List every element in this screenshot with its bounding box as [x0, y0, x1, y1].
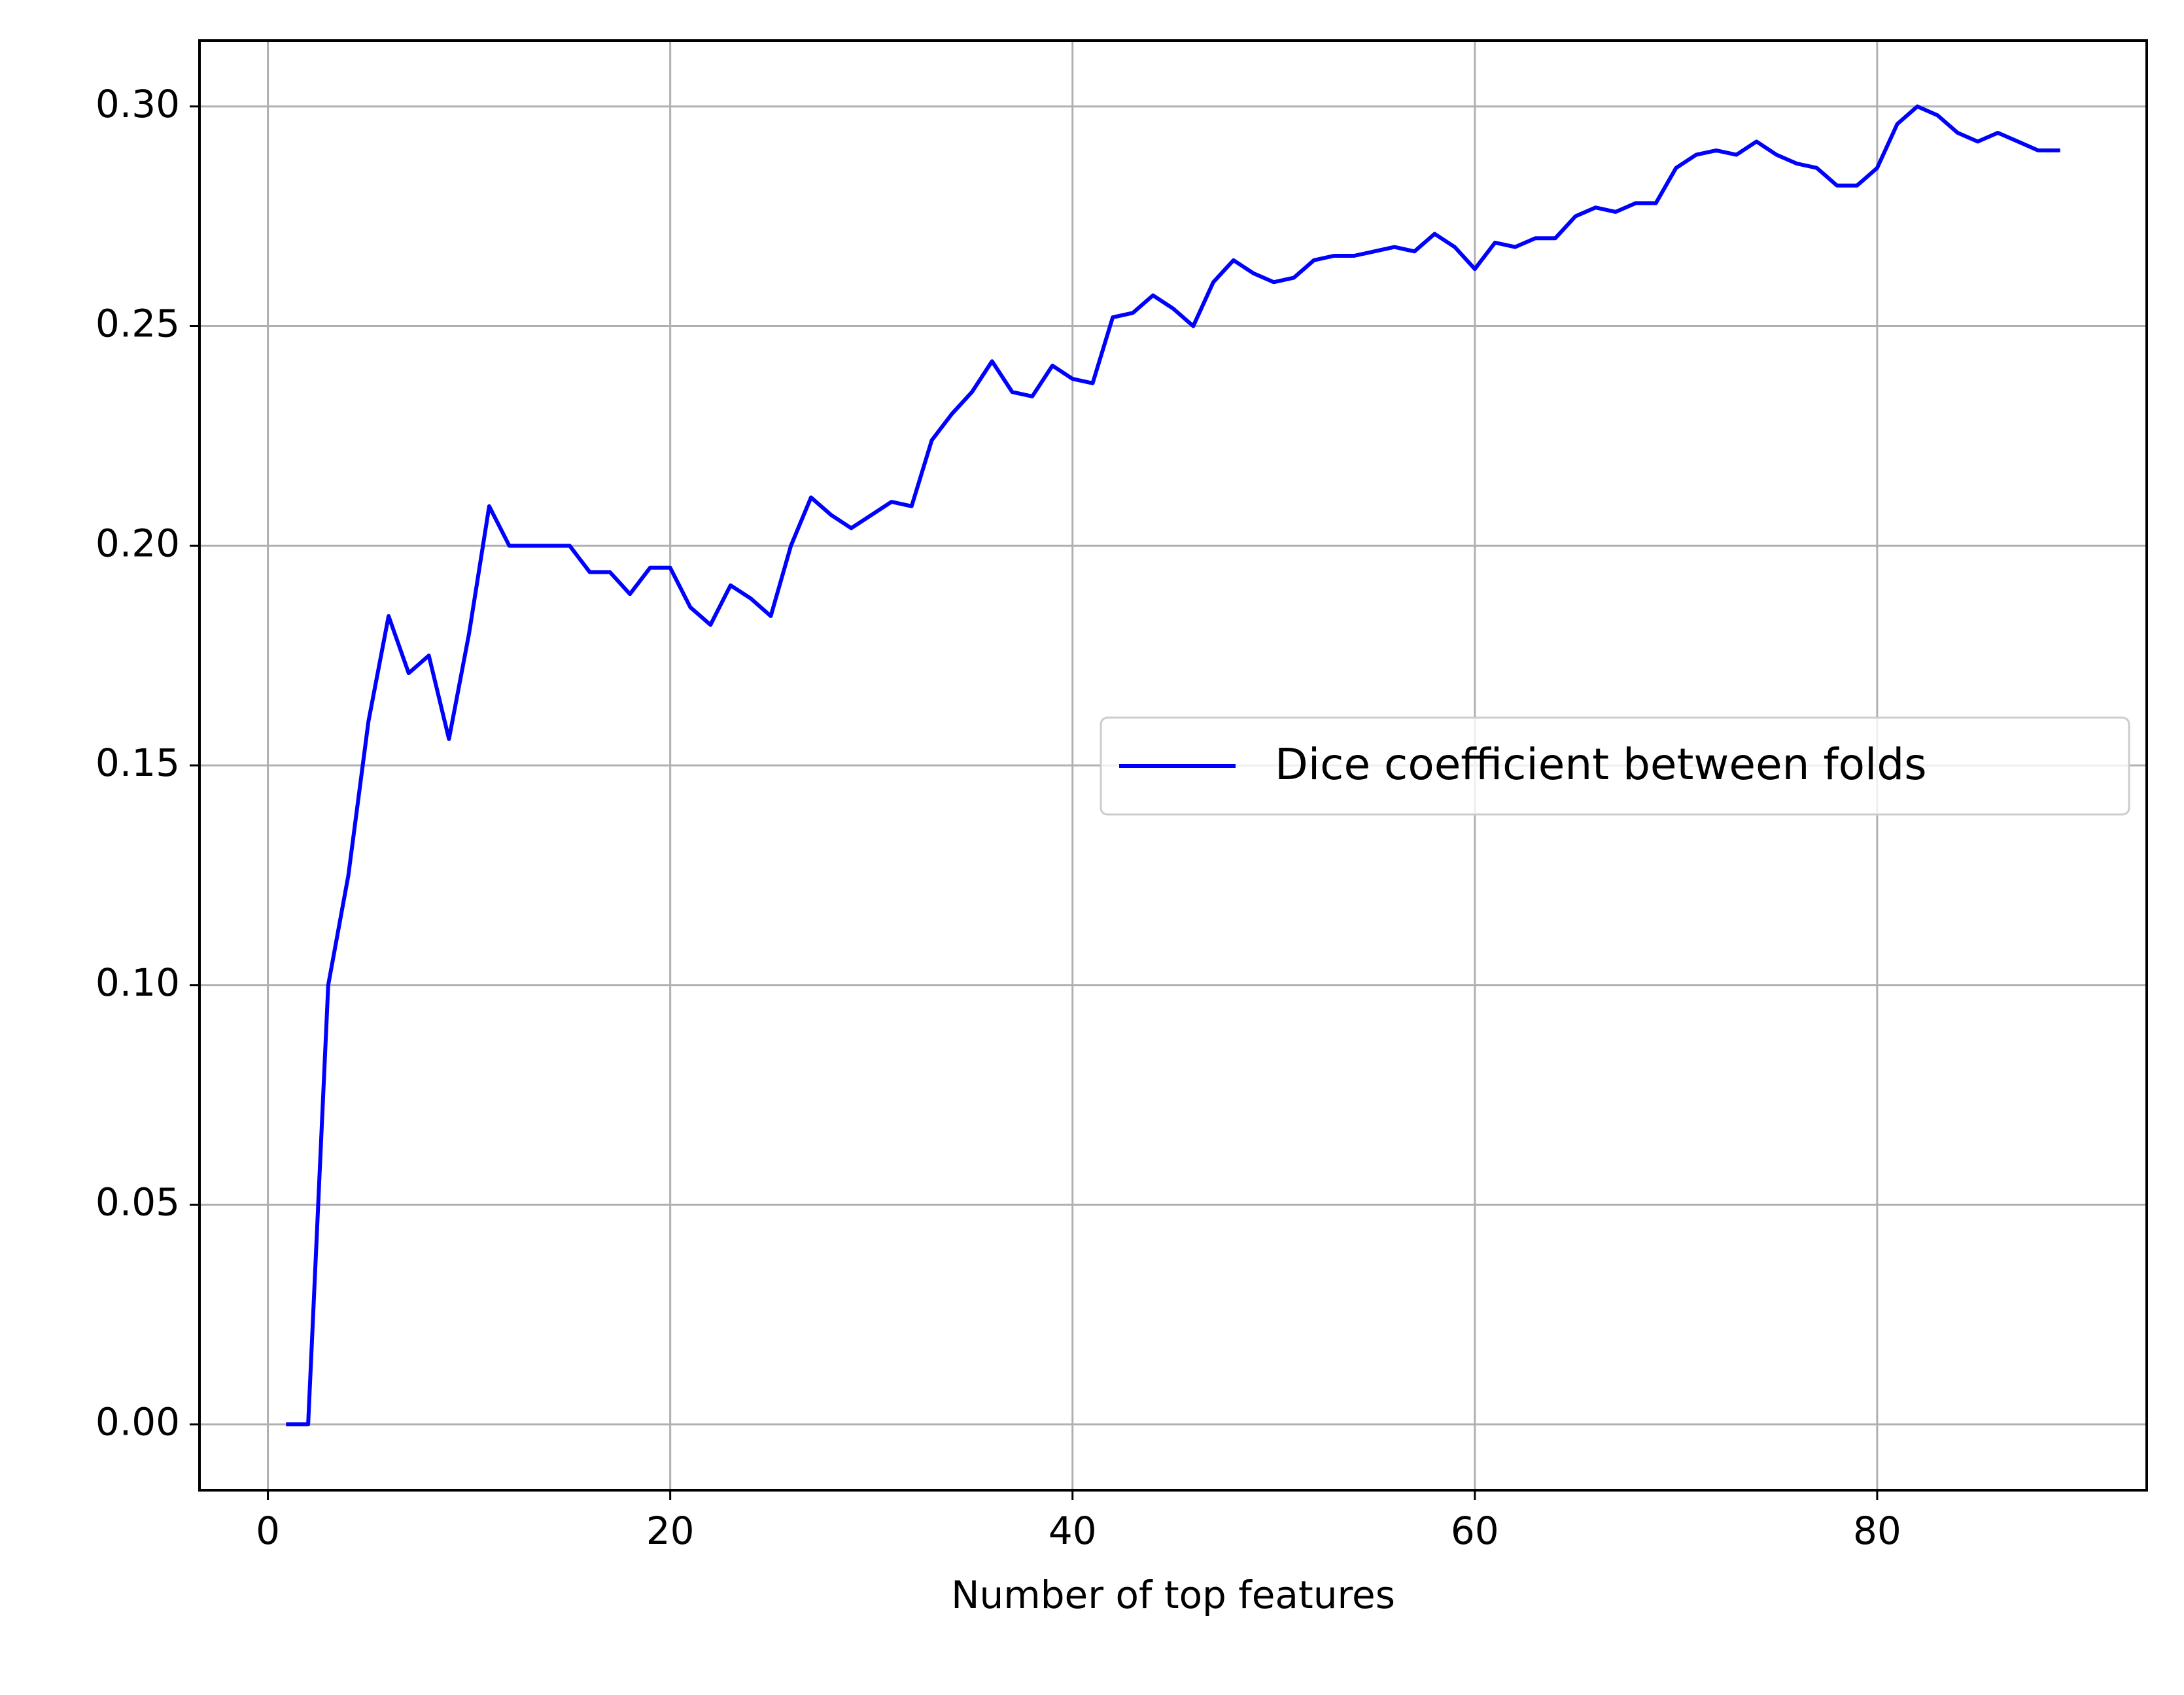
y-tick-label: 0.10: [95, 960, 180, 1005]
x-tick-label: 80: [1853, 1509, 1901, 1553]
x-tick-label: 0: [256, 1509, 280, 1553]
x-tick-label: 40: [1049, 1509, 1097, 1553]
y-tick-label: 0.05: [95, 1180, 180, 1225]
x-tick-label: 60: [1451, 1509, 1499, 1553]
tick-layer: 0 20 40 60 80 0.00 0.05 0.10 0.15 0.20 0.25 0.30: [95, 82, 1901, 1553]
x-axis-label: Number of top features: [951, 1573, 1395, 1617]
x-tick-label: 20: [646, 1509, 695, 1553]
series-layer: [286, 104, 2060, 1427]
y-tick-label: 0.30: [95, 82, 180, 126]
y-tick-label: 0.25: [95, 302, 180, 346]
y-tick-label: 0.15: [95, 741, 180, 785]
legend: Dice coefficient between folds: [1100, 716, 2130, 816]
y-tick-label: 0.00: [95, 1399, 180, 1444]
y-tick-label: 0.20: [95, 521, 180, 565]
legend-box: [1100, 716, 2130, 816]
legend-entry-label: Dice coefficient between folds: [1275, 739, 1927, 790]
series-line: [286, 104, 2060, 1427]
